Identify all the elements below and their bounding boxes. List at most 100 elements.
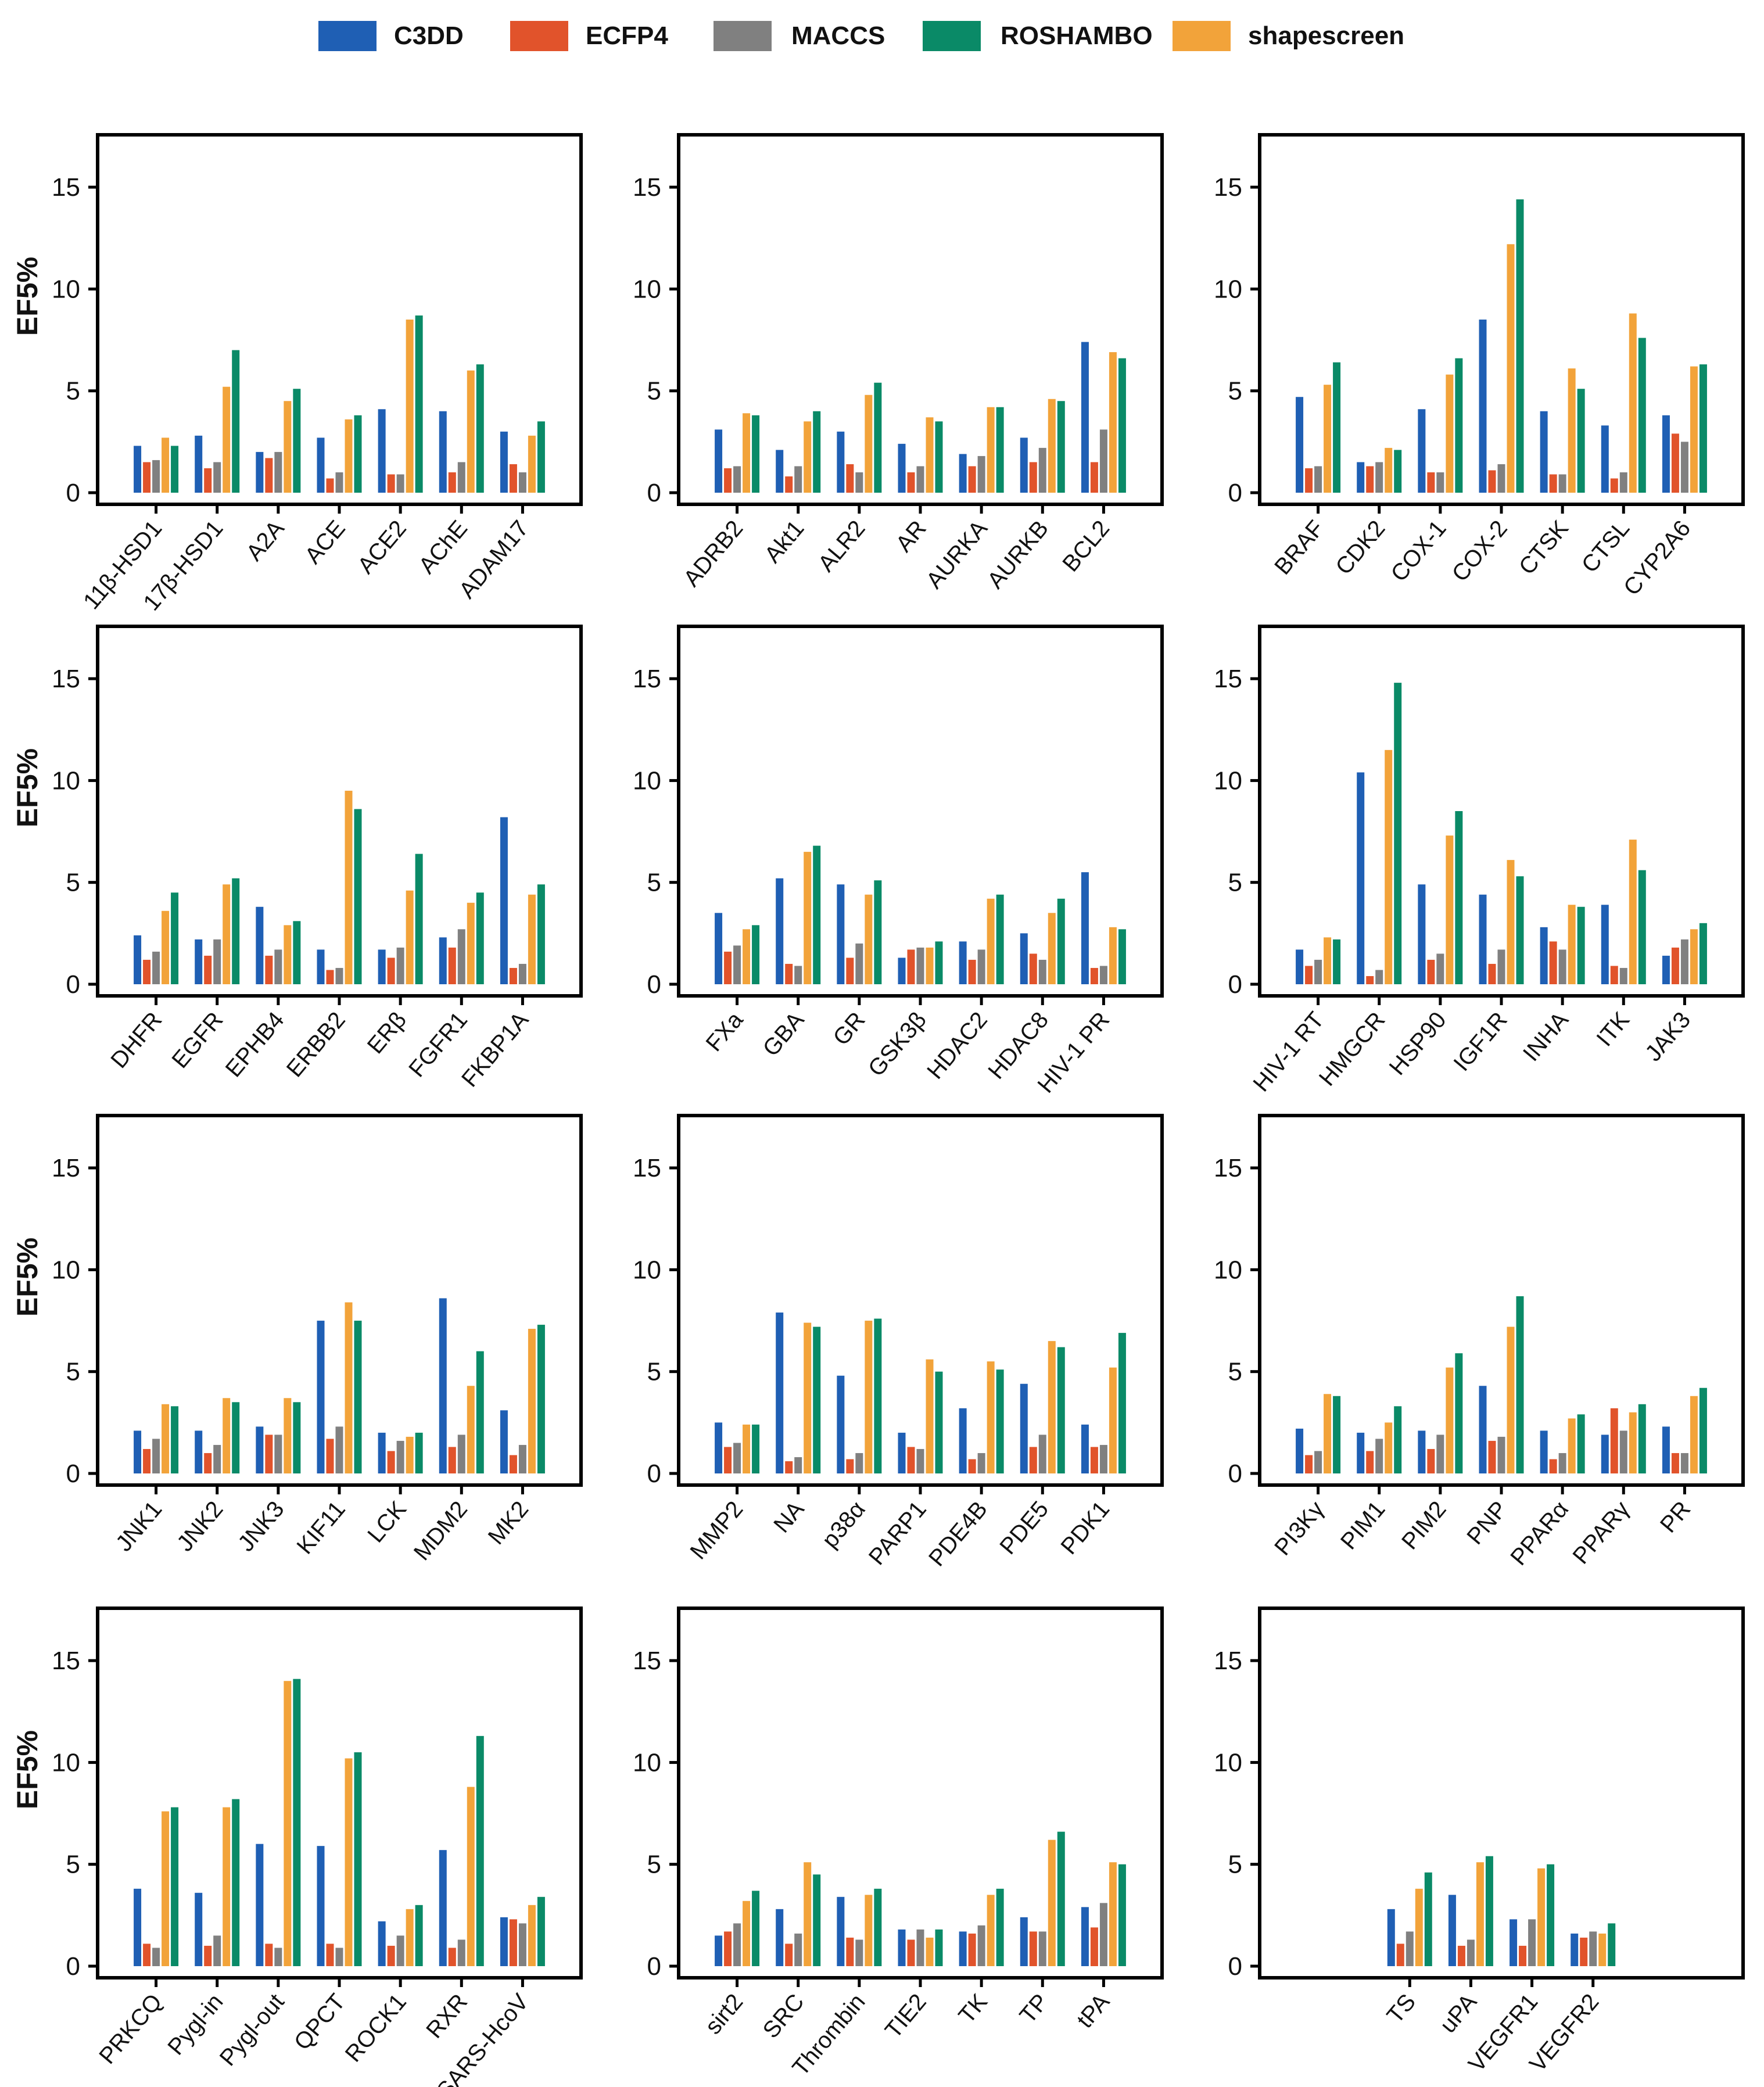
bar-c3dd-5 — [1540, 927, 1548, 984]
bar-roshambo-1 — [171, 1807, 179, 1966]
bar-ecfp4-5 — [387, 958, 395, 984]
bar-maccs-4 — [335, 1948, 343, 1966]
bar-roshambo-1 — [752, 1891, 760, 1966]
x-tick-label: sirt2 — [700, 1989, 748, 2039]
bar-shapescreen-5 — [987, 898, 995, 984]
bar-maccs-5 — [396, 1440, 404, 1473]
bar-maccs-2 — [794, 1457, 802, 1473]
bar-c3dd-7 — [500, 431, 508, 493]
bar-shapescreen-2 — [1385, 1422, 1393, 1473]
bar-roshambo-3 — [293, 389, 301, 493]
bar-shapescreen-2 — [223, 1398, 231, 1473]
bar-shapescreen-7 — [528, 1329, 536, 1473]
bar-ecfp4-1 — [143, 1448, 151, 1473]
bar-roshambo-5 — [415, 854, 423, 984]
bar-c3dd-1 — [715, 913, 723, 984]
bar-maccs-6 — [457, 929, 465, 984]
bar-c3dd-3 — [256, 1426, 264, 1473]
bar-roshambo-6 — [1057, 898, 1065, 984]
x-tick-label: PPARα — [1505, 1497, 1573, 1570]
y-tick-label: 0 — [647, 1460, 661, 1488]
bar-maccs-1 — [733, 1443, 741, 1473]
bar-ecfp4-5 — [1549, 474, 1557, 493]
bar-roshambo-1 — [171, 1406, 179, 1473]
bar-roshambo-6 — [1638, 338, 1646, 493]
bar-c3dd-2 — [776, 1313, 784, 1473]
chart-panel-12: 051015TSuPAVEGFR1VEGFR2Dataset — [1214, 1607, 1745, 2077]
x-tick-label: PARP1 — [864, 1497, 931, 1570]
bar-ecfp4-7 — [1090, 967, 1098, 984]
bar-roshambo-3 — [1547, 1864, 1555, 1966]
x-tick-label: KIF11 — [292, 1497, 350, 1559]
bar-c3dd-1 — [134, 935, 142, 984]
bar-ecfp4-6 — [448, 1447, 456, 1473]
x-tick-label: GR — [828, 1007, 870, 1050]
bar-roshambo-6 — [476, 892, 484, 984]
bar-shapescreen-6 — [467, 1787, 475, 1966]
bar-roshambo-7 — [537, 884, 545, 984]
x-tick-label: AChE — [414, 516, 472, 579]
bar-maccs-2 — [1467, 1939, 1475, 1966]
bar-ecfp4-2 — [204, 468, 212, 493]
bar-shapescreen-4 — [345, 790, 353, 984]
x-tick-label: GSK3β — [863, 1007, 931, 1082]
bar-shapescreen-3 — [284, 1681, 292, 1966]
bar-shapescreen-2 — [223, 884, 231, 984]
x-tick-label: A2A — [241, 515, 289, 565]
bar-roshambo-3 — [874, 1318, 882, 1473]
bar-shapescreen-6 — [1048, 1839, 1056, 1966]
bar-maccs-3 — [274, 1948, 282, 1966]
bar-c3dd-4 — [317, 1846, 325, 1966]
y-tick-label: 0 — [66, 970, 80, 999]
bar-shapescreen-3 — [284, 1398, 292, 1473]
bar-roshambo-5 — [996, 894, 1004, 984]
bar-ecfp4-3 — [846, 464, 854, 493]
bar-c3dd-2 — [1448, 1895, 1456, 1966]
y-tick-label: 15 — [1214, 665, 1242, 693]
x-tick-label: GBA — [758, 1007, 809, 1061]
legend-swatch-shapescreen — [1173, 21, 1231, 51]
bar-maccs-2 — [213, 462, 221, 493]
bar-ecfp4-5 — [1549, 1459, 1557, 1473]
bar-roshambo-4 — [354, 1321, 362, 1473]
bar-roshambo-3 — [1455, 358, 1463, 493]
bar-c3dd-3 — [837, 1896, 845, 1966]
bar-roshambo-6 — [476, 1735, 484, 1966]
bar-maccs-1 — [1314, 959, 1322, 984]
bar-ecfp4-7 — [1671, 433, 1679, 493]
bar-shapescreen-4 — [926, 947, 934, 984]
bar-ecfp4-7 — [509, 967, 517, 984]
y-tick-label: 5 — [66, 869, 80, 897]
x-tick-label: HIV-1 RT — [1249, 1007, 1329, 1097]
bar-shapescreen-3 — [1537, 1868, 1546, 1966]
bar-maccs-7 — [518, 963, 526, 984]
y-tick-label: 5 — [1228, 377, 1242, 406]
y-tick-label: 10 — [1214, 1256, 1242, 1284]
bar-maccs-5 — [977, 1453, 985, 1473]
bar-shapescreen-1 — [743, 929, 751, 984]
bar-c3dd-2 — [195, 435, 203, 493]
bar-roshambo-3 — [293, 1679, 301, 1966]
y-tick-label: 10 — [1214, 1748, 1242, 1777]
bar-shapescreen-3 — [1446, 835, 1454, 984]
y-tick-label: 10 — [52, 1256, 80, 1284]
bar-c3dd-5 — [959, 454, 967, 493]
bar-shapescreen-3 — [865, 1321, 873, 1473]
bar-c3dd-4 — [898, 443, 906, 493]
bar-c3dd-7 — [1662, 1426, 1670, 1473]
bar-shapescreen-1 — [743, 413, 751, 493]
bar-shapescreen-2 — [804, 852, 812, 984]
x-tick-label: ERβ — [363, 1007, 411, 1059]
y-tick-label: 15 — [633, 665, 661, 693]
bar-c3dd-1 — [134, 1430, 142, 1473]
bar-maccs-3 — [1528, 1919, 1536, 1966]
y-tick-label: 10 — [52, 766, 80, 795]
bar-ecfp4-1 — [143, 959, 151, 984]
bar-shapescreen-7 — [1109, 1862, 1117, 1966]
bar-shapescreen-7 — [1109, 352, 1117, 493]
bar-ecfp4-3 — [846, 1937, 854, 1966]
bar-shapescreen-4 — [1598, 1933, 1607, 1966]
x-tick-label: Akt1 — [759, 516, 809, 568]
